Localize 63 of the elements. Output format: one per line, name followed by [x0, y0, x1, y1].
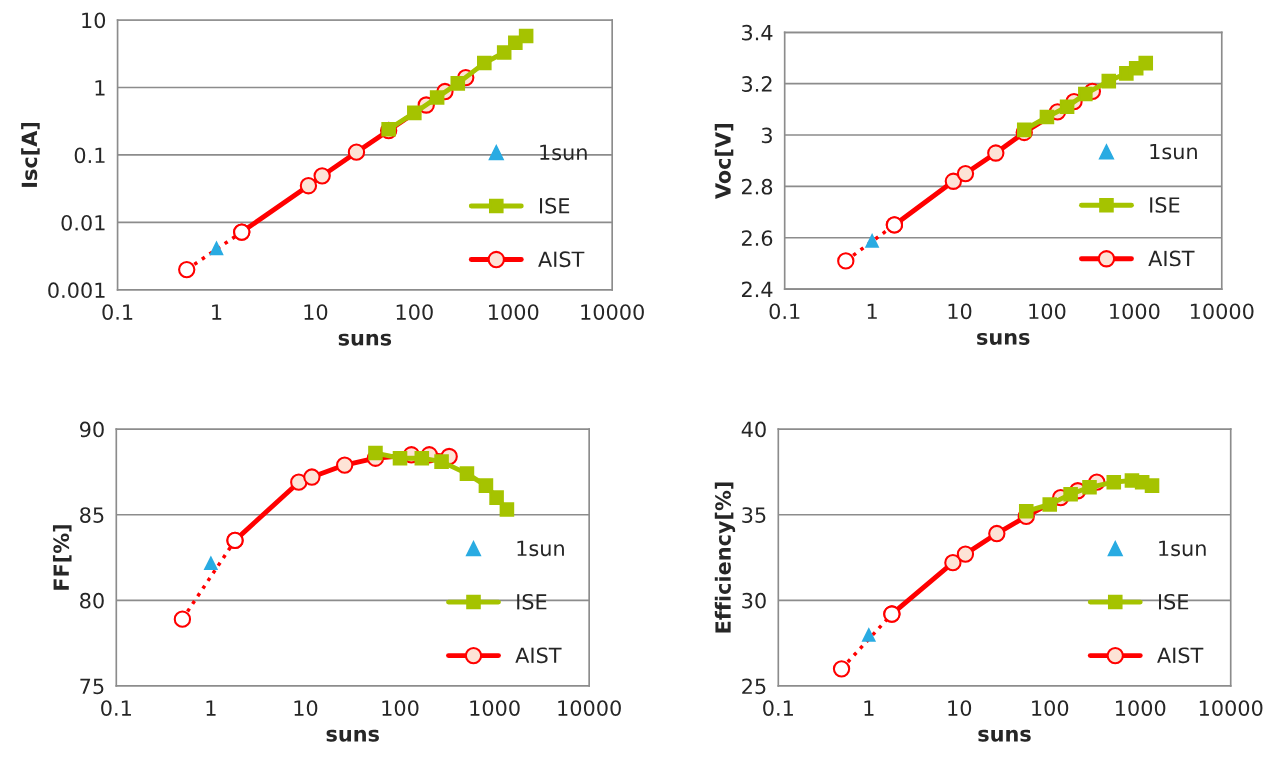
x-tick-label: 100: [396, 304, 433, 320]
x-tick-label: 10: [948, 303, 972, 320]
legend-label: ISE: [540, 197, 570, 214]
y-axis-title: Voc[V]: [714, 124, 734, 200]
legend-label: ISE: [1158, 593, 1189, 610]
legend-label: 1sun: [540, 144, 587, 161]
x-tick-label: 10: [304, 304, 328, 320]
x-axis-title: suns: [338, 333, 392, 346]
x-tick-label: 100: [382, 700, 419, 716]
y-tick-label: 80: [80, 592, 104, 609]
legend-label: ISE: [1150, 197, 1180, 213]
x-tick-label: 100: [1032, 700, 1069, 716]
legend-label: 1sun: [517, 540, 564, 557]
x-tick-label: 10000: [558, 700, 621, 716]
x-tick-label: 1: [867, 303, 877, 319]
x-tick-label: 1000: [470, 700, 520, 716]
y-tick-label: 0.01: [61, 214, 105, 231]
x-tick-label: 0.1: [101, 700, 131, 716]
y-tick-label: 85: [80, 507, 104, 523]
y-tick-label: 2.8: [741, 178, 773, 195]
x-tick-label: 10: [948, 700, 972, 716]
legend-label: ISE: [517, 593, 547, 610]
x-tick-label: 1000: [1116, 700, 1166, 716]
y-tick-label: 25: [742, 678, 766, 695]
y-tick-label: 0.1: [74, 147, 105, 164]
x-tick-label: 1: [864, 700, 874, 716]
x-axis-title: suns: [977, 332, 1030, 345]
y-tick-label: 35: [742, 507, 766, 523]
legend-label: AIST: [1157, 647, 1204, 664]
x-tick-label: 0.1: [763, 700, 793, 716]
y-tick-label: 3.4: [742, 24, 773, 41]
y-tick-label: 90: [79, 421, 104, 438]
y-axis-title: FF[%]: [52, 525, 72, 590]
legend-label: AIST: [1148, 250, 1195, 267]
x-tick-label: 1: [212, 304, 222, 320]
legend-label: 1sun: [1150, 143, 1197, 160]
y-axis-title: Efficiency[%]: [714, 482, 736, 633]
y-tick-label: 3.2: [742, 76, 772, 92]
y-tick-label: 10: [82, 12, 106, 29]
legend-label: AIST: [515, 647, 562, 664]
y-tick-label: 0.001: [48, 282, 105, 299]
x-tick-label: 10000: [1190, 303, 1254, 320]
x-axis-title: suns: [326, 729, 379, 742]
x-axis-title: suns: [978, 729, 1031, 742]
x-tick-label: 10000: [581, 304, 644, 320]
y-tick-label: 1: [95, 80, 105, 96]
x-tick-label: 10: [294, 700, 318, 716]
x-tick-label: 0.1: [102, 304, 133, 320]
x-tick-label: 1000: [1110, 303, 1160, 320]
y-tick-label: 75: [80, 678, 104, 695]
y-tick-label: 40: [741, 421, 766, 438]
y-tick-label: 30: [742, 592, 766, 609]
x-tick-label: 1: [206, 700, 216, 716]
y-tick-label: 3: [761, 127, 772, 144]
legend-label: 1sun: [1159, 540, 1206, 557]
x-tick-label: 10000: [1199, 700, 1263, 716]
x-tick-label: 1000: [489, 304, 539, 320]
y-tick-label: 2.4: [741, 281, 773, 298]
x-tick-label: 0.1: [769, 303, 800, 320]
x-tick-label: 100: [1029, 303, 1066, 320]
y-tick-label: 2.6: [741, 230, 773, 246]
legend-label: AIST: [538, 251, 585, 268]
y-axis-title: Isc[A]: [21, 122, 40, 187]
